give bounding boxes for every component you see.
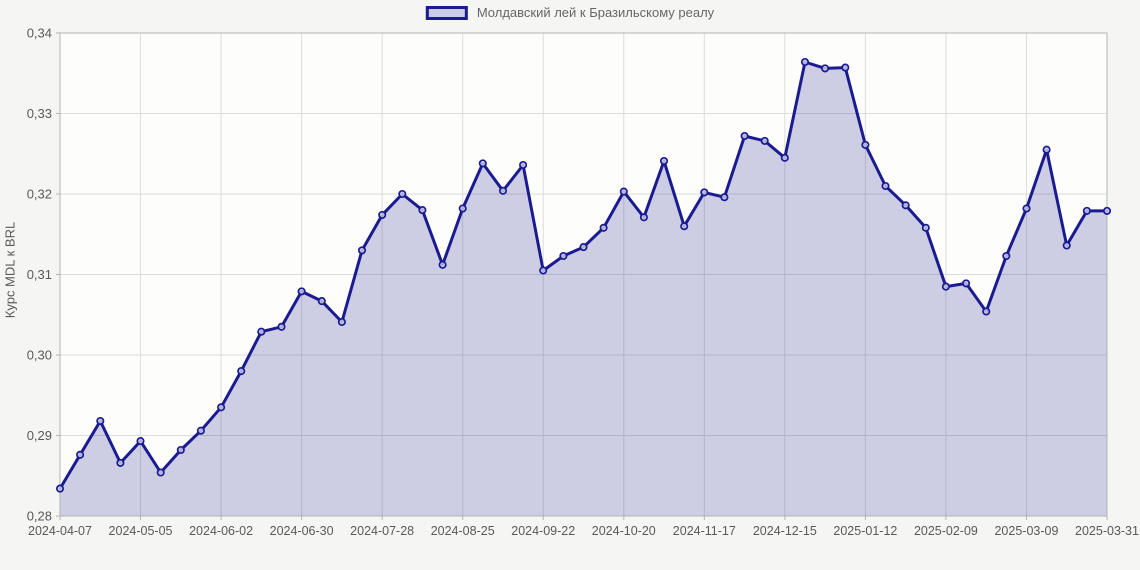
x-tick-label: 2024-09-22 xyxy=(511,524,575,538)
data-point[interactable] xyxy=(498,186,508,195)
x-tick-label: 2024-06-30 xyxy=(270,524,334,538)
data-point[interactable] xyxy=(176,445,185,455)
y-tick-label: 0,29 xyxy=(27,428,52,443)
data-point[interactable] xyxy=(821,64,830,73)
data-point[interactable] xyxy=(277,322,286,331)
legend-item[interactable]: Молдавский лей к Бразильскому реалу xyxy=(425,5,715,20)
y-tick-label: 0,32 xyxy=(27,187,52,202)
data-point[interactable] xyxy=(659,156,669,166)
y-axis-title: Курс MDL к BRL xyxy=(2,221,18,319)
data-point[interactable] xyxy=(760,136,769,145)
data-point[interactable] xyxy=(438,260,447,269)
x-tick-label: 2025-01-12 xyxy=(833,524,897,538)
data-point[interactable] xyxy=(1102,206,1112,215)
x-tick-label: 2024-12-15 xyxy=(753,524,817,538)
y-tick-label: 0,30 xyxy=(27,348,52,363)
x-tick-label: 2024-04-07 xyxy=(28,524,92,538)
data-point[interactable] xyxy=(1042,145,1051,154)
x-tick-label: 2024-05-05 xyxy=(109,524,173,538)
data-point[interactable] xyxy=(217,403,226,412)
data-point[interactable] xyxy=(519,160,528,170)
x-tick-label: 2024-06-02 xyxy=(189,524,253,538)
data-point[interactable] xyxy=(196,426,205,435)
series-area-fill xyxy=(60,62,1107,516)
y-tick-label: 0,28 xyxy=(27,509,52,524)
data-point[interactable] xyxy=(398,189,407,199)
data-point[interactable] xyxy=(257,327,266,336)
data-point[interactable] xyxy=(478,159,487,168)
data-point[interactable] xyxy=(740,131,749,141)
data-point[interactable] xyxy=(458,204,467,213)
data-point[interactable] xyxy=(720,193,729,202)
plot-border xyxy=(59,32,1108,517)
x-tick-label: 2024-11-17 xyxy=(673,524,736,538)
data-point[interactable] xyxy=(337,317,346,327)
data-point[interactable] xyxy=(1022,204,1031,213)
data-point[interactable] xyxy=(156,468,165,477)
data-point[interactable] xyxy=(116,458,125,467)
data-point[interactable] xyxy=(237,367,246,376)
data-point[interactable] xyxy=(539,266,548,275)
data-point[interactable] xyxy=(982,307,991,316)
legend-swatch xyxy=(425,5,468,20)
y-tick-label: 0,31 xyxy=(27,267,52,282)
x-tick-label: 2025-03-09 xyxy=(994,524,1058,538)
x-tick-label: 2025-03-31 xyxy=(1075,524,1139,538)
data-point[interactable] xyxy=(357,246,367,255)
data-point[interactable] xyxy=(55,484,65,493)
data-point[interactable] xyxy=(901,201,910,210)
data-point[interactable] xyxy=(800,57,810,67)
data-point[interactable] xyxy=(780,153,789,162)
data-point[interactable] xyxy=(881,181,890,191)
data-point[interactable] xyxy=(1002,251,1011,261)
data-point[interactable] xyxy=(1062,241,1071,250)
data-point[interactable] xyxy=(136,437,145,446)
legend-label: Молдавский лей к Бразильскому реалу xyxy=(476,5,715,20)
data-point[interactable] xyxy=(1082,206,1091,215)
data-point[interactable] xyxy=(579,243,588,252)
data-point[interactable] xyxy=(76,450,85,459)
x-tick-label: 2025-02-09 xyxy=(914,524,978,538)
data-point[interactable] xyxy=(378,210,387,219)
x-tick-label: 2024-08-25 xyxy=(431,524,495,538)
data-point[interactable] xyxy=(297,287,306,296)
y-tick-label: 0,34 xyxy=(27,26,52,41)
data-point[interactable] xyxy=(962,279,971,288)
y-tick-label: 0,33 xyxy=(27,106,52,121)
data-point[interactable] xyxy=(941,282,950,291)
data-point[interactable] xyxy=(680,222,689,231)
data-point[interactable] xyxy=(599,223,608,232)
data-point[interactable] xyxy=(418,206,427,215)
x-tick-label: 2024-10-20 xyxy=(592,524,656,538)
data-point[interactable] xyxy=(639,213,648,222)
x-tick-label: 2024-07-28 xyxy=(350,524,414,538)
data-point[interactable] xyxy=(559,251,568,261)
data-point[interactable] xyxy=(700,188,709,197)
data-point[interactable] xyxy=(861,140,870,149)
data-point[interactable] xyxy=(619,187,628,196)
data-point[interactable] xyxy=(96,416,105,426)
data-point[interactable] xyxy=(841,63,850,72)
data-point[interactable] xyxy=(921,223,930,232)
data-point[interactable] xyxy=(317,297,326,306)
